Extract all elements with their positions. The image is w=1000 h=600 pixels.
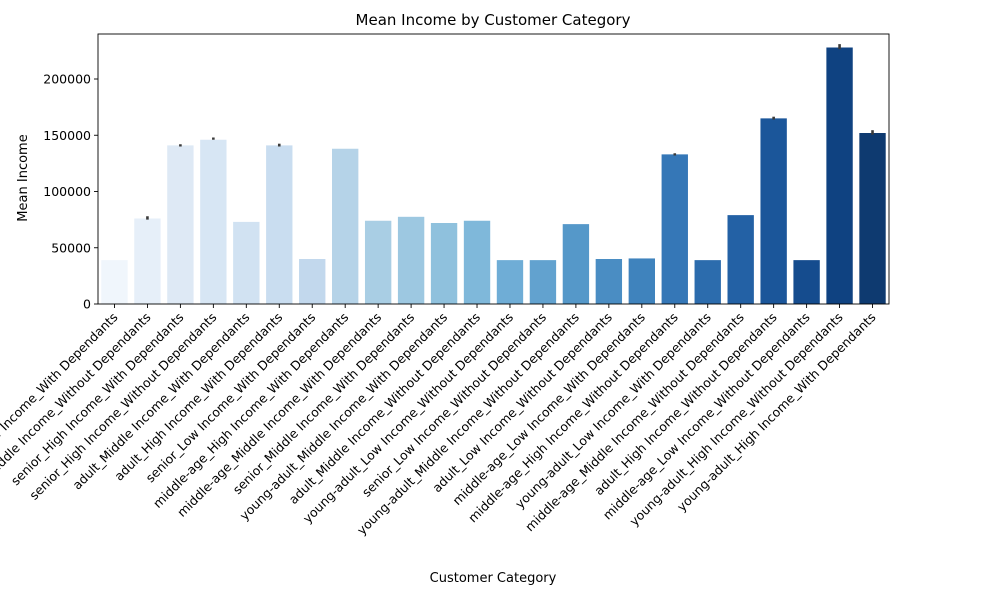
bar-21 [760, 118, 787, 304]
x-axis-label: Customer Category [430, 571, 557, 586]
bar-17 [628, 258, 655, 304]
bar-19 [694, 260, 721, 304]
bar-1 [101, 260, 128, 304]
bar-22 [793, 260, 820, 304]
bar-2 [134, 218, 161, 304]
bar-13 [496, 260, 524, 304]
y-tick-label-5: 200000 [43, 72, 91, 87]
y-tick-label-4: 150000 [43, 128, 91, 143]
y-axis: 0 50000 100000 150000 200000 [43, 72, 98, 312]
bar-12 [463, 220, 491, 304]
x-axis: adult_Low Income_With Dependantssenior_M… [0, 304, 879, 538]
bar-4 [200, 139, 227, 304]
bar-14 [529, 260, 557, 304]
plot-frame [97, 33, 890, 305]
y-axis-label: Mean Income [16, 134, 31, 221]
bar-7 [299, 259, 326, 304]
bar-11 [430, 223, 458, 304]
y-tick-label-1: 0 [83, 297, 91, 312]
bar-9 [364, 220, 392, 304]
bar-6 [266, 145, 293, 304]
bar-10 [397, 216, 425, 304]
bar-20 [727, 215, 754, 304]
bar-5 [233, 221, 260, 304]
bar-3 [167, 145, 194, 304]
bar-23 [826, 47, 853, 304]
bar-15 [562, 224, 590, 304]
bar-18 [661, 154, 688, 304]
bar-24 [859, 133, 886, 304]
y-tick-label-2: 50000 [51, 240, 91, 255]
bar-16 [595, 259, 623, 304]
plot-area [101, 44, 886, 304]
chart-title: Mean Income by Customer Category [356, 11, 631, 29]
y-tick-label-3: 100000 [43, 184, 91, 199]
bar-8 [332, 148, 359, 304]
